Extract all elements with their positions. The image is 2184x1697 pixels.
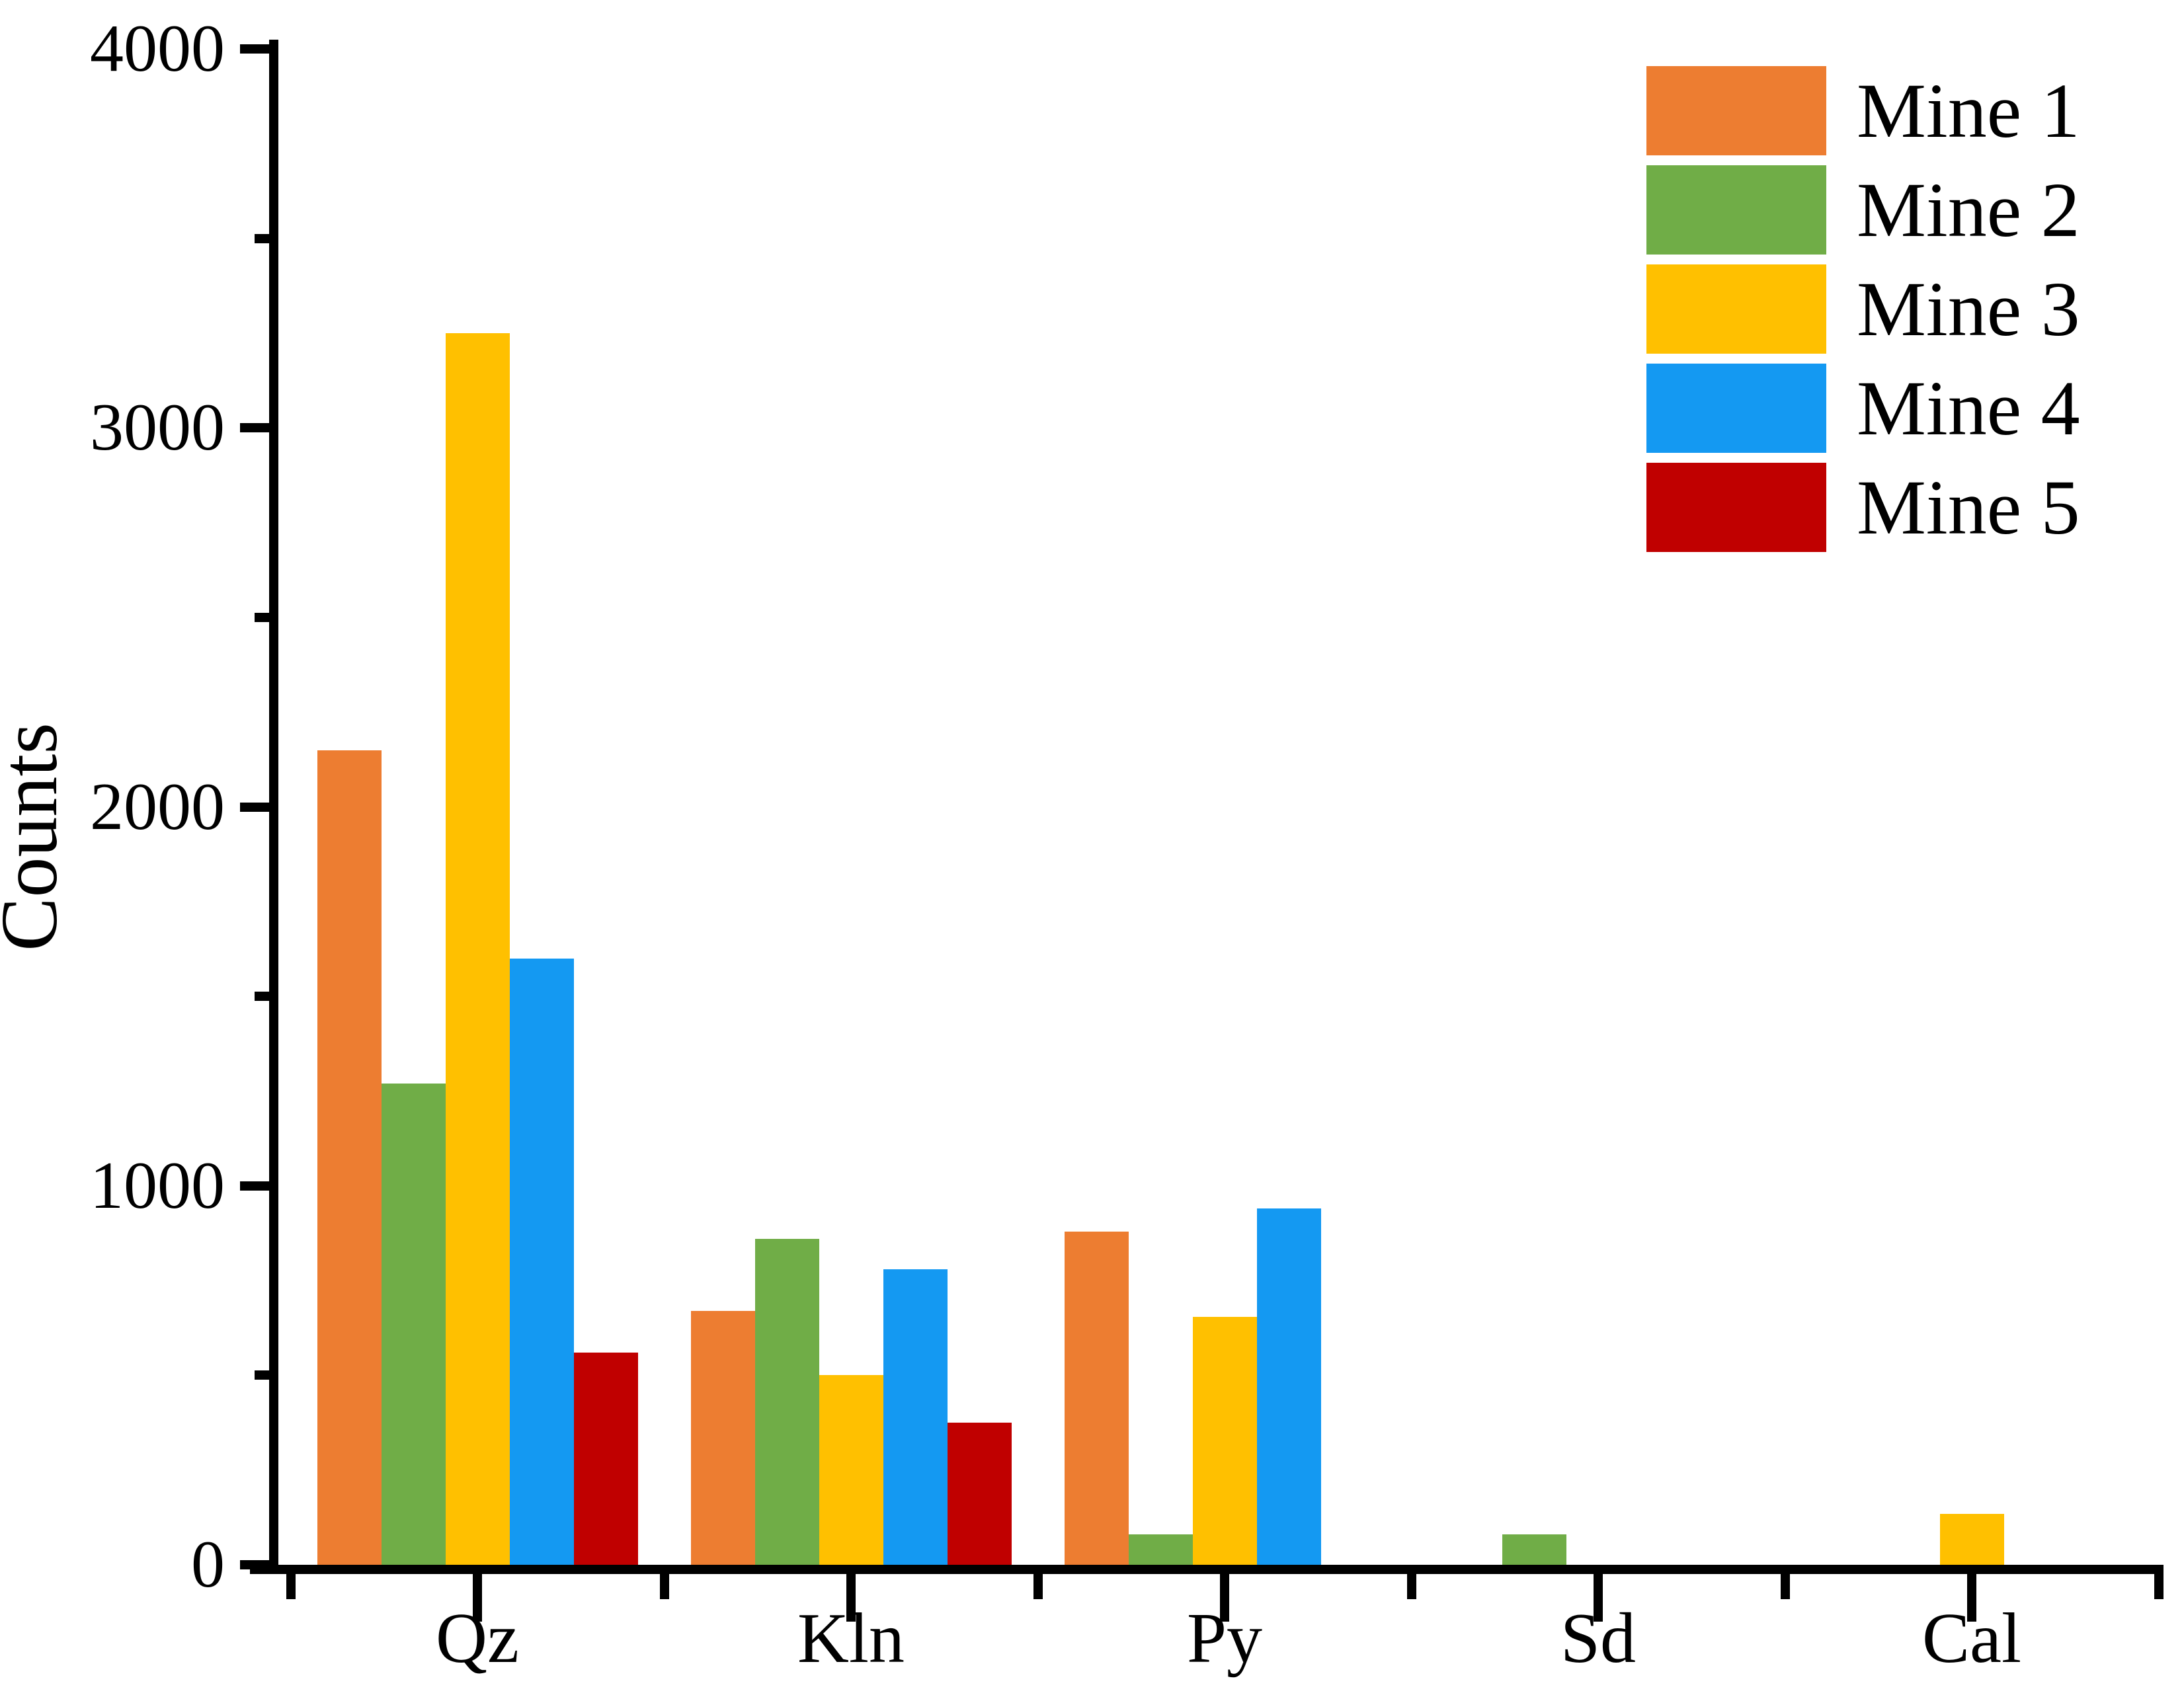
x-major-tick	[1220, 1574, 1229, 1622]
y-major-tick	[240, 1181, 269, 1191]
legend-swatch	[1646, 165, 1826, 255]
bar-kln-mine-3	[819, 1375, 883, 1565]
y-minor-tick	[255, 233, 269, 243]
x-axis	[250, 1565, 2164, 1574]
y-tick-label: 4000	[90, 11, 225, 86]
bar-py-mine-3	[1192, 1316, 1257, 1565]
bar-kln-mine-4	[883, 1269, 948, 1565]
x-major-tick	[1967, 1574, 1976, 1622]
bar-qz-mine-5	[573, 1352, 638, 1565]
bar-kln-mine-2	[754, 1239, 819, 1565]
bar-qz-mine-3	[445, 333, 510, 1565]
category-label: Sd	[1560, 1599, 1637, 1678]
legend-label: Mine 5	[1857, 463, 2080, 551]
y-tick-label: 2000	[90, 769, 225, 844]
bar-sd-mine-2	[1502, 1534, 1566, 1565]
bar-cal-mine-3	[1939, 1513, 2004, 1565]
bar-py-mine-1	[1064, 1231, 1129, 1565]
y-tick-label: 3000	[90, 390, 225, 465]
bar-py-mine-4	[1256, 1208, 1321, 1565]
x-major-tick	[846, 1574, 856, 1622]
legend-swatch	[1646, 364, 1826, 453]
x-minor-tick	[286, 1574, 296, 1599]
legend-item-mine-2: Mine 2	[1646, 165, 2175, 255]
x-major-tick	[473, 1574, 482, 1622]
y-minor-tick	[255, 992, 269, 1002]
bar-kln-mine-1	[690, 1310, 755, 1565]
x-minor-tick	[1780, 1574, 1790, 1599]
y-axis	[269, 40, 278, 1574]
y-tick-label: 1000	[90, 1148, 225, 1223]
legend-swatch	[1646, 264, 1826, 354]
legend-label: Mine 4	[1857, 364, 2080, 452]
y-major-tick	[240, 1560, 269, 1569]
category-label: Qz	[436, 1599, 519, 1678]
y-minor-tick	[255, 1370, 269, 1380]
legend-swatch	[1646, 463, 1826, 552]
category-label: Py	[1186, 1599, 1263, 1678]
y-major-tick	[240, 802, 269, 812]
bar-qz-mine-2	[381, 1083, 446, 1565]
legend-label: Mine 1	[1857, 67, 2080, 154]
y-major-tick	[240, 423, 269, 433]
legend-item-mine-5: Mine 5	[1646, 463, 2175, 552]
legend-item-mine-4: Mine 4	[1646, 364, 2175, 453]
legend-label: Mine 2	[1857, 166, 2080, 253]
x-minor-tick	[1033, 1574, 1043, 1599]
x-minor-tick	[1406, 1574, 1416, 1599]
bar-qz-mine-1	[317, 750, 382, 1565]
y-minor-tick	[255, 612, 269, 622]
legend-label: Mine 3	[1857, 265, 2080, 352]
legend-item-mine-1: Mine 1	[1646, 66, 2175, 155]
y-major-tick	[240, 44, 269, 54]
bar-kln-mine-5	[947, 1423, 1012, 1565]
x-minor-tick	[2154, 1574, 2164, 1599]
category-label: Cal	[1922, 1599, 2021, 1678]
legend-item-mine-3: Mine 3	[1646, 264, 2175, 354]
category-label: Kln	[797, 1599, 905, 1678]
bar-py-mine-2	[1128, 1534, 1193, 1565]
y-tick-label: 0	[191, 1527, 225, 1602]
x-major-tick	[1594, 1574, 1603, 1622]
x-minor-tick	[659, 1574, 669, 1599]
bar-qz-mine-4	[509, 958, 574, 1565]
legend-swatch	[1646, 66, 1826, 155]
